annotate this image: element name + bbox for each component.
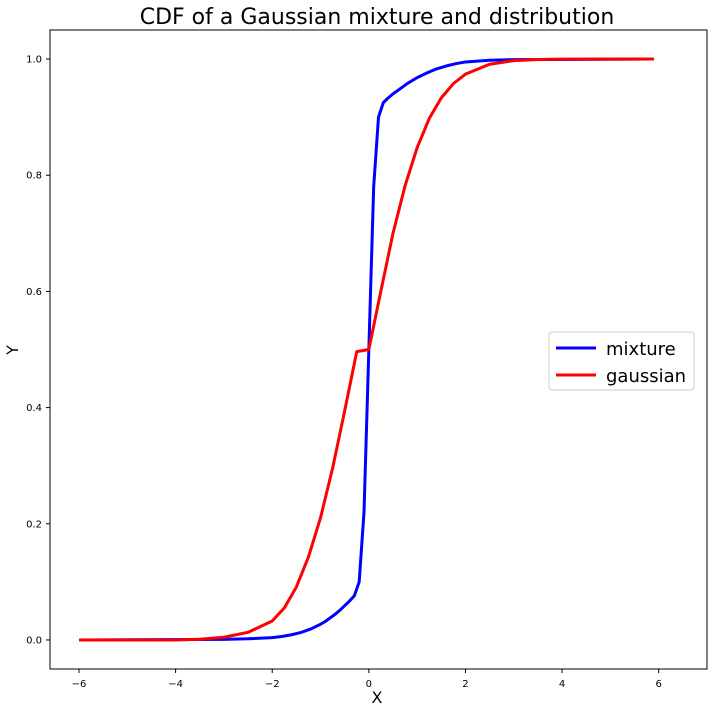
y-axis-label: Y bbox=[3, 345, 22, 356]
y-tick-label: 0.6 bbox=[26, 287, 42, 298]
x-tick-label: −6 bbox=[72, 679, 87, 690]
x-tick-label: −2 bbox=[265, 679, 280, 690]
legend: mixture gaussian bbox=[548, 331, 695, 391]
x-tick-label: 4 bbox=[559, 679, 565, 690]
legend-label-mixture: mixture bbox=[606, 339, 676, 360]
x-tick-label: 6 bbox=[656, 679, 662, 690]
series-layer bbox=[78, 57, 654, 642]
legend-label-gaussian: gaussian bbox=[606, 366, 686, 387]
x-axis: −6 −4 −2 0 2 4 6 bbox=[72, 669, 662, 690]
x-tick-label: 0 bbox=[366, 679, 372, 690]
y-axis: 0.0 0.2 0.4 0.6 0.8 1.0 bbox=[26, 55, 50, 646]
x-axis-label: X bbox=[372, 688, 383, 707]
y-tick-label: 0.0 bbox=[26, 635, 42, 646]
y-tick-label: 1.0 bbox=[26, 55, 42, 66]
x-tick-label: −4 bbox=[168, 679, 183, 690]
y-tick-label: 0.8 bbox=[26, 171, 42, 182]
chart-title: CDF of a Gaussian mixture and distributi… bbox=[140, 5, 615, 30]
y-tick-label: 0.4 bbox=[26, 403, 42, 414]
y-tick-label: 0.2 bbox=[26, 519, 42, 530]
x-tick-label: 2 bbox=[462, 679, 468, 690]
series-line-gaussian bbox=[78, 57, 654, 642]
series-line-mixture bbox=[78, 57, 654, 642]
